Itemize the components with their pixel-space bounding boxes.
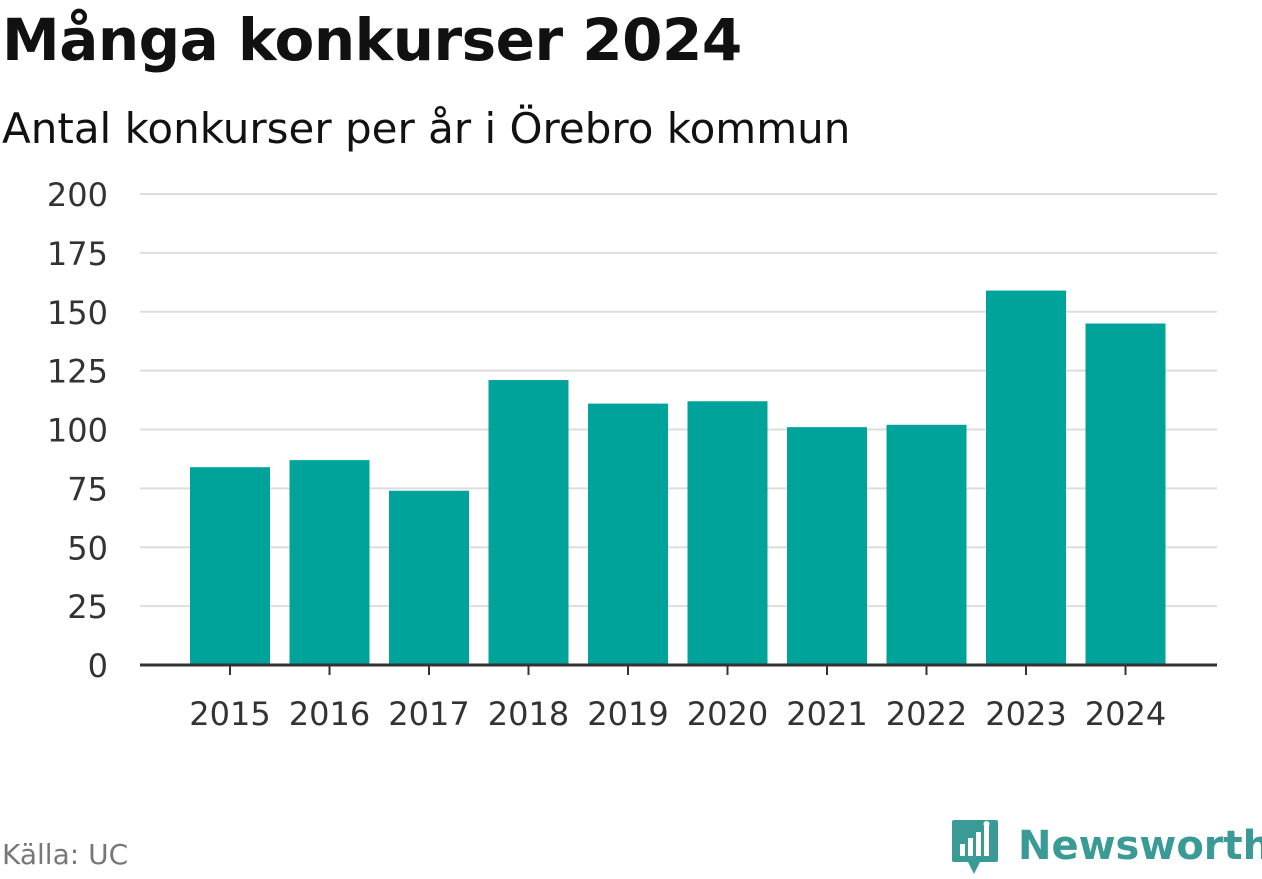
y-tick-label: 0	[88, 647, 108, 685]
x-tick-label: 2022	[886, 695, 967, 733]
bar-chart: 0 25 50 75 100 125 150 175 200 2015 2016 2017 2018 20…	[47, 176, 1217, 733]
x-tick-label: 2019	[587, 695, 668, 733]
y-tick-label: 200	[47, 176, 108, 214]
bar-2020	[687, 401, 768, 665]
bar-2018	[488, 380, 569, 665]
x-tick-label: 2024	[1085, 695, 1166, 733]
y-tick-label: 175	[47, 235, 108, 273]
chart-title: Många konkurser 2024	[2, 6, 742, 74]
bar-2017	[389, 490, 469, 665]
y-tick-label: 150	[47, 294, 108, 332]
newsworthy-logo-icon	[952, 820, 998, 874]
chart-subtitle: Antal konkurser per år i Örebro kommun	[2, 104, 851, 153]
y-tick-label: 125	[47, 353, 108, 391]
bar-2015	[190, 467, 270, 665]
x-tick-label: 2015	[189, 695, 270, 733]
bar-2024	[1085, 323, 1166, 665]
y-tick-label: 50	[67, 529, 108, 567]
bar-2023	[986, 290, 1066, 665]
axis-layer: 0 25 50 75 100 125 150 175 200 2015 2016 2017 2018 20…	[47, 176, 1217, 733]
y-tick-label: 75	[67, 470, 108, 508]
brand-logo: Newsworthy	[950, 816, 1262, 876]
bar-2016	[289, 460, 370, 665]
y-tick-label: 25	[67, 588, 108, 626]
x-tick-label: 2017	[388, 695, 469, 733]
x-tick-label: 2016	[289, 695, 370, 733]
bar-2021	[787, 427, 867, 665]
bar-2019	[588, 403, 668, 665]
source-note: Källa: UC	[2, 838, 129, 871]
x-tick-label: 2021	[786, 695, 867, 733]
bar-2022	[886, 424, 967, 665]
bar-layer	[190, 290, 1166, 665]
x-tick-label: 2023	[985, 695, 1066, 733]
brand-name: Newsworthy	[1018, 823, 1262, 869]
x-tick-label: 2018	[488, 695, 569, 733]
y-tick-label: 100	[47, 412, 108, 450]
x-tick-label: 2020	[687, 695, 768, 733]
